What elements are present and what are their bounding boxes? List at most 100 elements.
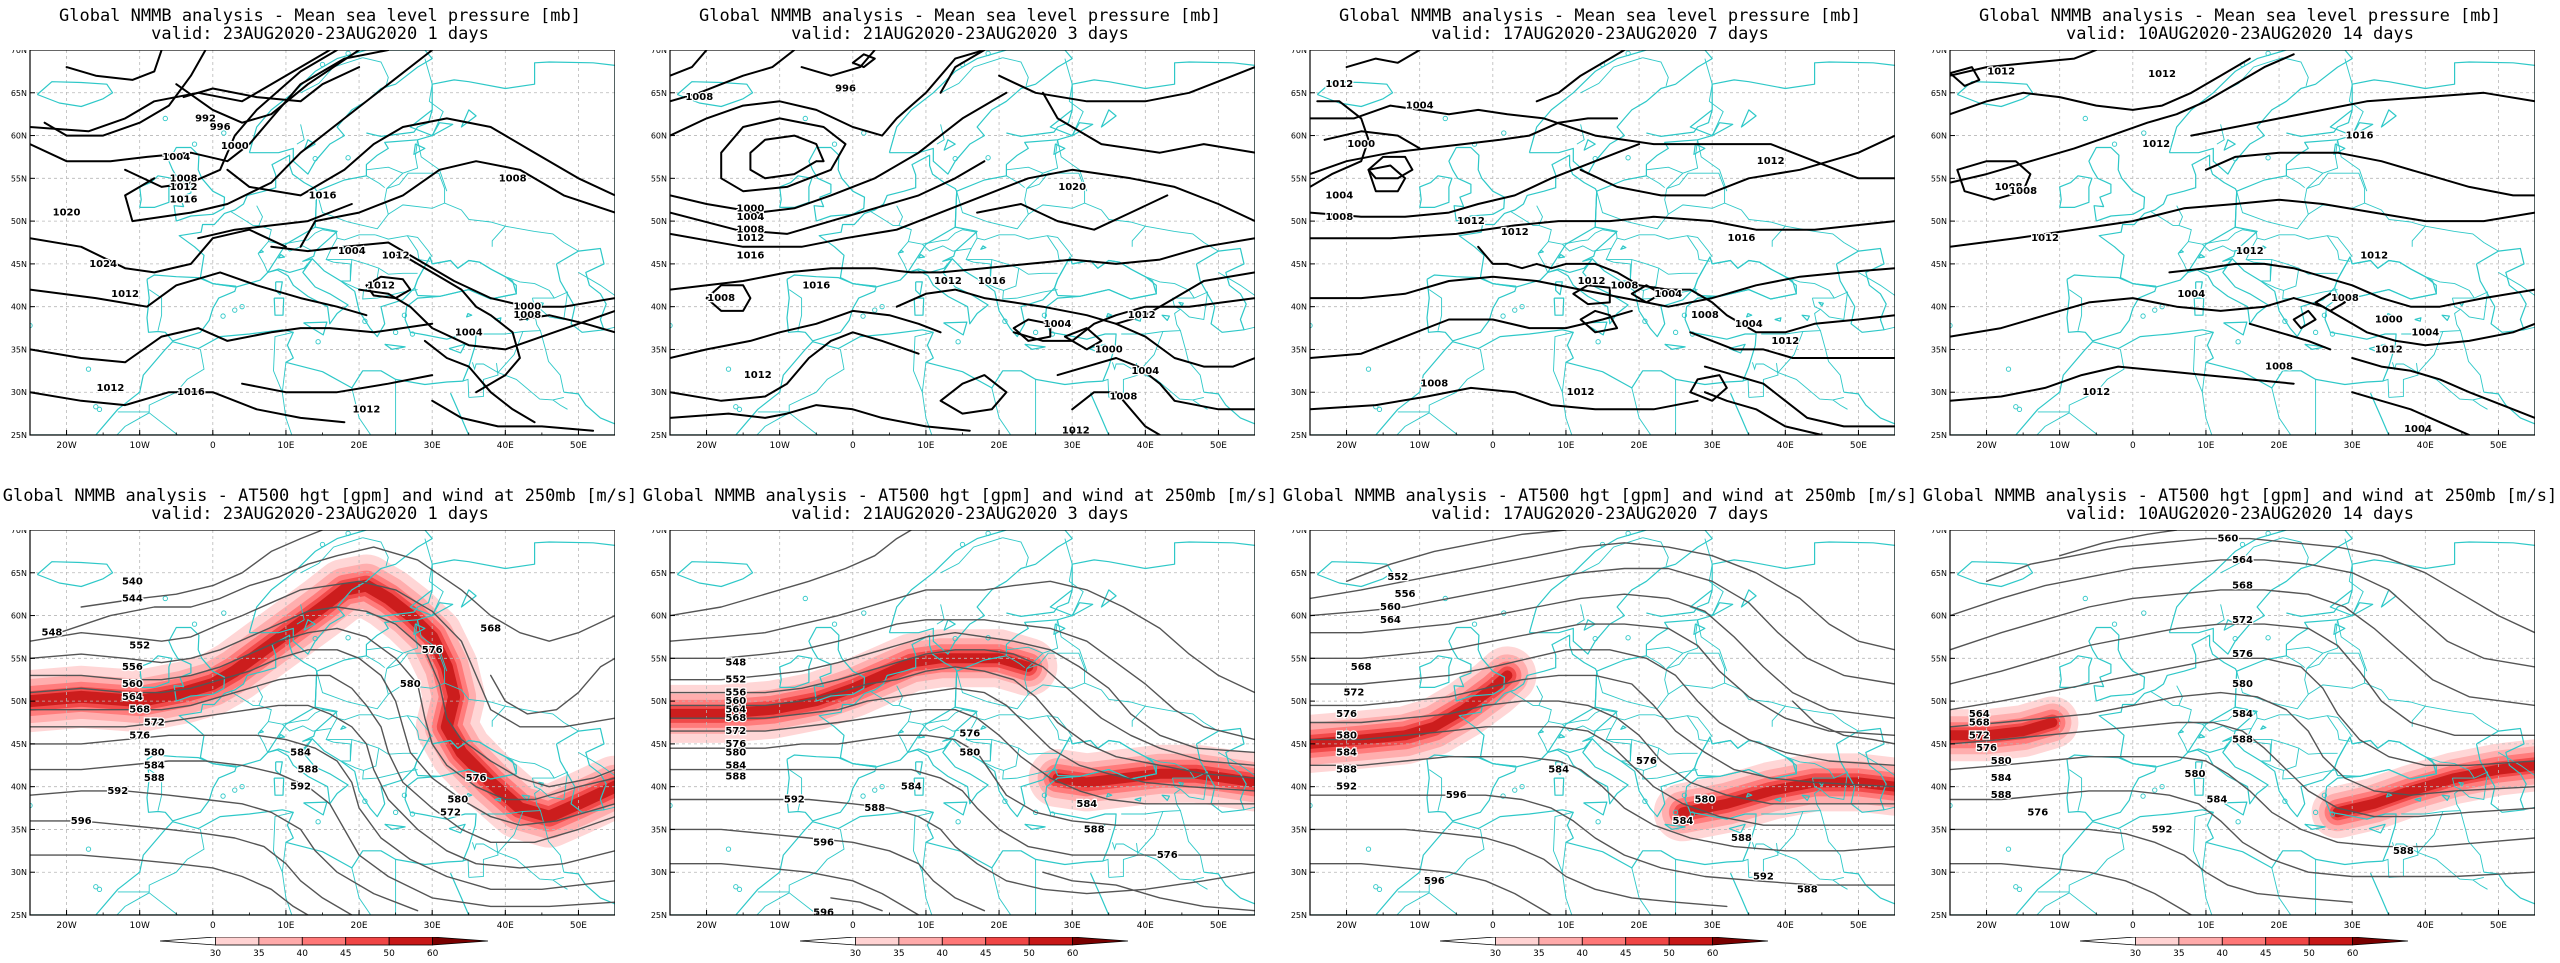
contour-label: 584 xyxy=(1076,799,1097,810)
contour-label: 1004 xyxy=(2177,289,2205,300)
coastline-scandinavia xyxy=(248,530,433,655)
lake xyxy=(2386,312,2393,318)
border xyxy=(603,806,615,811)
border xyxy=(362,57,389,87)
border xyxy=(462,378,470,398)
border xyxy=(2306,139,2339,189)
border xyxy=(1748,843,1779,878)
contour-label: 1020 xyxy=(1058,182,1086,193)
coastline-sicily xyxy=(943,801,968,816)
lon-tick-label: 10W xyxy=(1410,921,1430,931)
panel-valid-period: valid: 23AUG2020-23AUG2020 1 days xyxy=(151,24,489,44)
coastline-sardinia xyxy=(1553,777,1565,796)
map-canvas: 5405445485525565605645685725765805845885… xyxy=(11,530,615,931)
isobar xyxy=(939,374,1008,415)
coastline-persian xyxy=(1203,391,1255,425)
axis-ticks: 20W 10W 0 10E 20E 30E 40E 50E 70N 65N 60N 55N 50N 45N… xyxy=(651,530,1255,931)
contour-label: 1016 xyxy=(170,195,198,206)
contour-label: 1012 xyxy=(367,280,395,291)
border xyxy=(2221,928,2309,939)
colorbar-tick-label: 45 xyxy=(980,949,991,959)
coastline-sicily xyxy=(2223,801,2248,816)
island xyxy=(646,316,650,320)
lon-tick-label: 40E xyxy=(497,921,514,931)
height-contour xyxy=(1310,623,1895,736)
coastline-iberia xyxy=(786,754,877,822)
border xyxy=(941,928,1029,939)
border xyxy=(1581,448,1669,459)
lon-tick-label: 20W xyxy=(56,921,76,931)
border xyxy=(2246,739,2271,761)
border xyxy=(471,811,524,854)
coastline-britain xyxy=(2088,626,2146,702)
contour-label: 572 xyxy=(440,807,461,818)
coastline-finland-gulf xyxy=(2286,109,2353,137)
isobar xyxy=(423,339,536,424)
lake xyxy=(943,139,956,151)
border xyxy=(913,331,934,393)
border xyxy=(316,188,389,230)
colorbar-tick-label: 60 xyxy=(427,949,439,959)
isobar xyxy=(1579,134,1895,197)
border xyxy=(1396,892,1430,915)
contour-label: 584 xyxy=(290,747,311,758)
isobar xyxy=(30,50,390,163)
lake xyxy=(460,589,477,608)
border xyxy=(1820,291,1849,321)
country-borders xyxy=(1396,57,1895,459)
contour-label: 1004 xyxy=(1131,366,1159,377)
island xyxy=(220,793,226,799)
border xyxy=(956,188,1029,230)
isobar xyxy=(270,241,615,308)
lat-tick-label: 45N xyxy=(651,260,667,269)
border xyxy=(1428,412,1459,435)
coastline-ireland xyxy=(1419,655,1453,688)
coastline-western xyxy=(1458,154,1598,288)
island xyxy=(1926,796,1930,800)
isobar xyxy=(895,271,1255,325)
lon-tick-label: 40E xyxy=(1777,921,1794,931)
lat-tick-label: 55N xyxy=(11,654,27,663)
coastline-cyprus xyxy=(2368,343,2386,354)
border xyxy=(2201,234,2296,252)
wind-colorbar: 30 35 40 45 50 60 xyxy=(799,936,1140,959)
height-contour xyxy=(670,619,1255,741)
border xyxy=(1687,715,1713,738)
lake xyxy=(2414,797,2422,802)
isobar xyxy=(431,399,595,432)
contour-label: 540 xyxy=(122,576,143,587)
isobar xyxy=(299,160,615,248)
lon-tick-label: 40E xyxy=(2417,921,2434,931)
border xyxy=(2417,852,2484,881)
border xyxy=(839,757,877,767)
isobar xyxy=(1689,331,1895,359)
wind-colorbar: 30 35 40 45 50 60 xyxy=(2079,936,2420,959)
lat-tick-label: 50N xyxy=(1291,217,1307,226)
border xyxy=(1631,867,1652,915)
contour-label: 584 xyxy=(2206,795,2227,806)
border xyxy=(788,349,845,413)
isobar xyxy=(1071,391,1161,435)
lat-tick-label: 35N xyxy=(1291,825,1307,834)
border xyxy=(1561,842,1573,915)
contour-label: 588 xyxy=(1797,884,1818,895)
coastline-italy xyxy=(2187,738,2269,805)
lat-tick-label: 55N xyxy=(1931,174,1947,183)
lon-tick-label: 30E xyxy=(1064,921,1081,931)
border xyxy=(1777,372,1844,401)
isobar xyxy=(1345,50,1421,69)
panel-valid-period: valid: 17AUG2020-23AUG2020 7 days xyxy=(1431,504,1769,524)
border xyxy=(1108,363,1139,398)
lat-tick-label: 65N xyxy=(1291,89,1307,98)
height-contour xyxy=(670,632,1255,754)
isobar xyxy=(1950,198,2535,248)
border xyxy=(505,225,579,252)
coastlines xyxy=(646,50,1255,435)
island xyxy=(2232,636,2238,642)
lake xyxy=(2380,109,2397,128)
lake xyxy=(2333,143,2346,155)
contour-label: 572 xyxy=(1343,688,1364,699)
isobar xyxy=(197,203,353,240)
border xyxy=(2282,57,2309,87)
lat-tick-label: 25N xyxy=(651,431,667,440)
